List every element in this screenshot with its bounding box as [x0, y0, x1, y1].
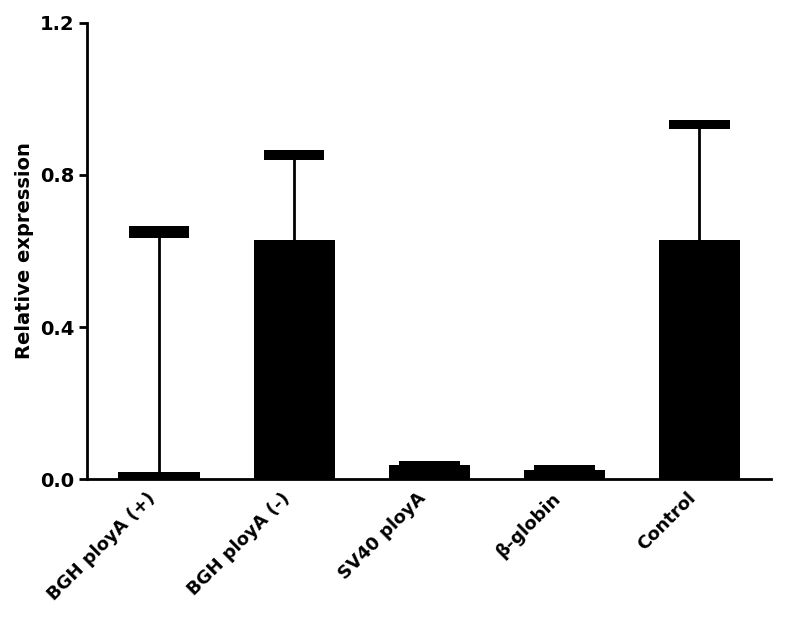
Y-axis label: Relative expression: Relative expression: [15, 142, 34, 360]
Bar: [119, 472, 200, 480]
Bar: [534, 465, 595, 470]
Bar: [254, 240, 335, 480]
Bar: [263, 150, 325, 160]
Bar: [129, 226, 189, 238]
Bar: [388, 465, 470, 480]
Bar: [659, 240, 740, 480]
Bar: [669, 119, 729, 129]
Bar: [523, 470, 604, 480]
Bar: [399, 461, 460, 467]
